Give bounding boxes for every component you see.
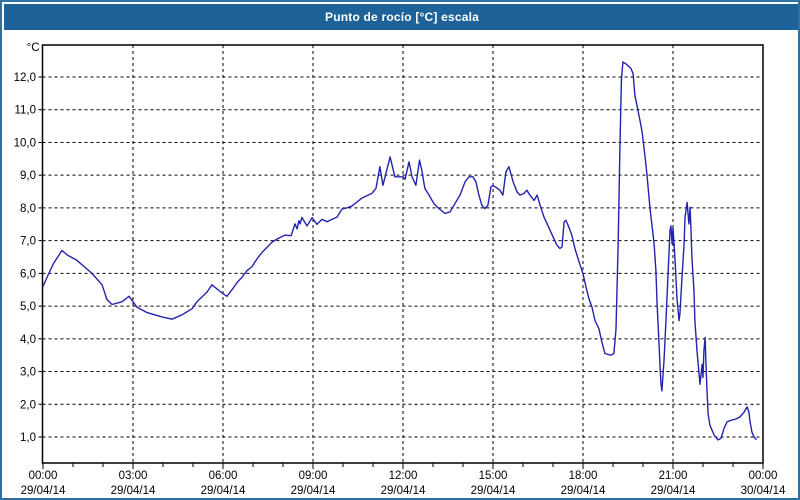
x-axis-time-label: 06:00 bbox=[209, 470, 238, 482]
y-axis-tick-label: 3,0 bbox=[20, 367, 36, 379]
y-axis-unit-label: °C bbox=[27, 42, 40, 54]
y-axis-tick-label: 8,0 bbox=[20, 203, 36, 215]
x-axis-date-label: 29/04/14 bbox=[21, 485, 66, 497]
x-axis-date-label: 29/04/14 bbox=[561, 485, 606, 497]
y-axis-tick-label: 5,0 bbox=[20, 301, 36, 313]
y-axis-tick-label: 9,0 bbox=[20, 170, 36, 182]
y-axis-tick-label: 11,0 bbox=[14, 105, 36, 117]
x-axis-time-label: 00:00 bbox=[749, 470, 778, 482]
window-title: Punto de rocío [°C] escala bbox=[324, 10, 480, 24]
x-axis-time-label: 21:00 bbox=[659, 470, 688, 482]
x-axis-time-label: 09:00 bbox=[299, 470, 328, 482]
x-axis-time-label: 12:00 bbox=[389, 470, 418, 482]
y-axis-tick-label: 10,0 bbox=[14, 137, 36, 149]
dewpoint-line bbox=[42, 61, 757, 441]
window-title-bar[interactable]: Punto de rocío [°C] escala bbox=[4, 4, 798, 30]
y-axis-tick-label: 4,0 bbox=[20, 334, 36, 346]
x-axis-time-label: 00:00 bbox=[29, 470, 58, 482]
y-axis-tick-label: 6,0 bbox=[20, 268, 36, 280]
x-axis-time-label: 18:00 bbox=[569, 470, 598, 482]
y-axis-tick-label: 12,0 bbox=[14, 72, 36, 84]
x-axis-date-label: 30/04/14 bbox=[741, 485, 786, 497]
y-axis-tick-label: 7,0 bbox=[20, 236, 36, 248]
x-axis-date-label: 29/04/14 bbox=[651, 485, 696, 497]
x-axis-date-label: 29/04/14 bbox=[291, 485, 336, 497]
x-axis-time-label: 03:00 bbox=[119, 470, 148, 482]
x-axis-date-label: 29/04/14 bbox=[381, 485, 426, 497]
y-axis-tick-label: 2,0 bbox=[20, 399, 36, 411]
x-axis-date-label: 29/04/14 bbox=[201, 485, 246, 497]
x-axis-date-label: 29/04/14 bbox=[471, 485, 516, 497]
x-axis-time-label: 15:00 bbox=[479, 470, 508, 482]
x-axis-date-label: 29/04/14 bbox=[111, 485, 156, 497]
y-axis-tick-label: 1,0 bbox=[20, 432, 36, 444]
